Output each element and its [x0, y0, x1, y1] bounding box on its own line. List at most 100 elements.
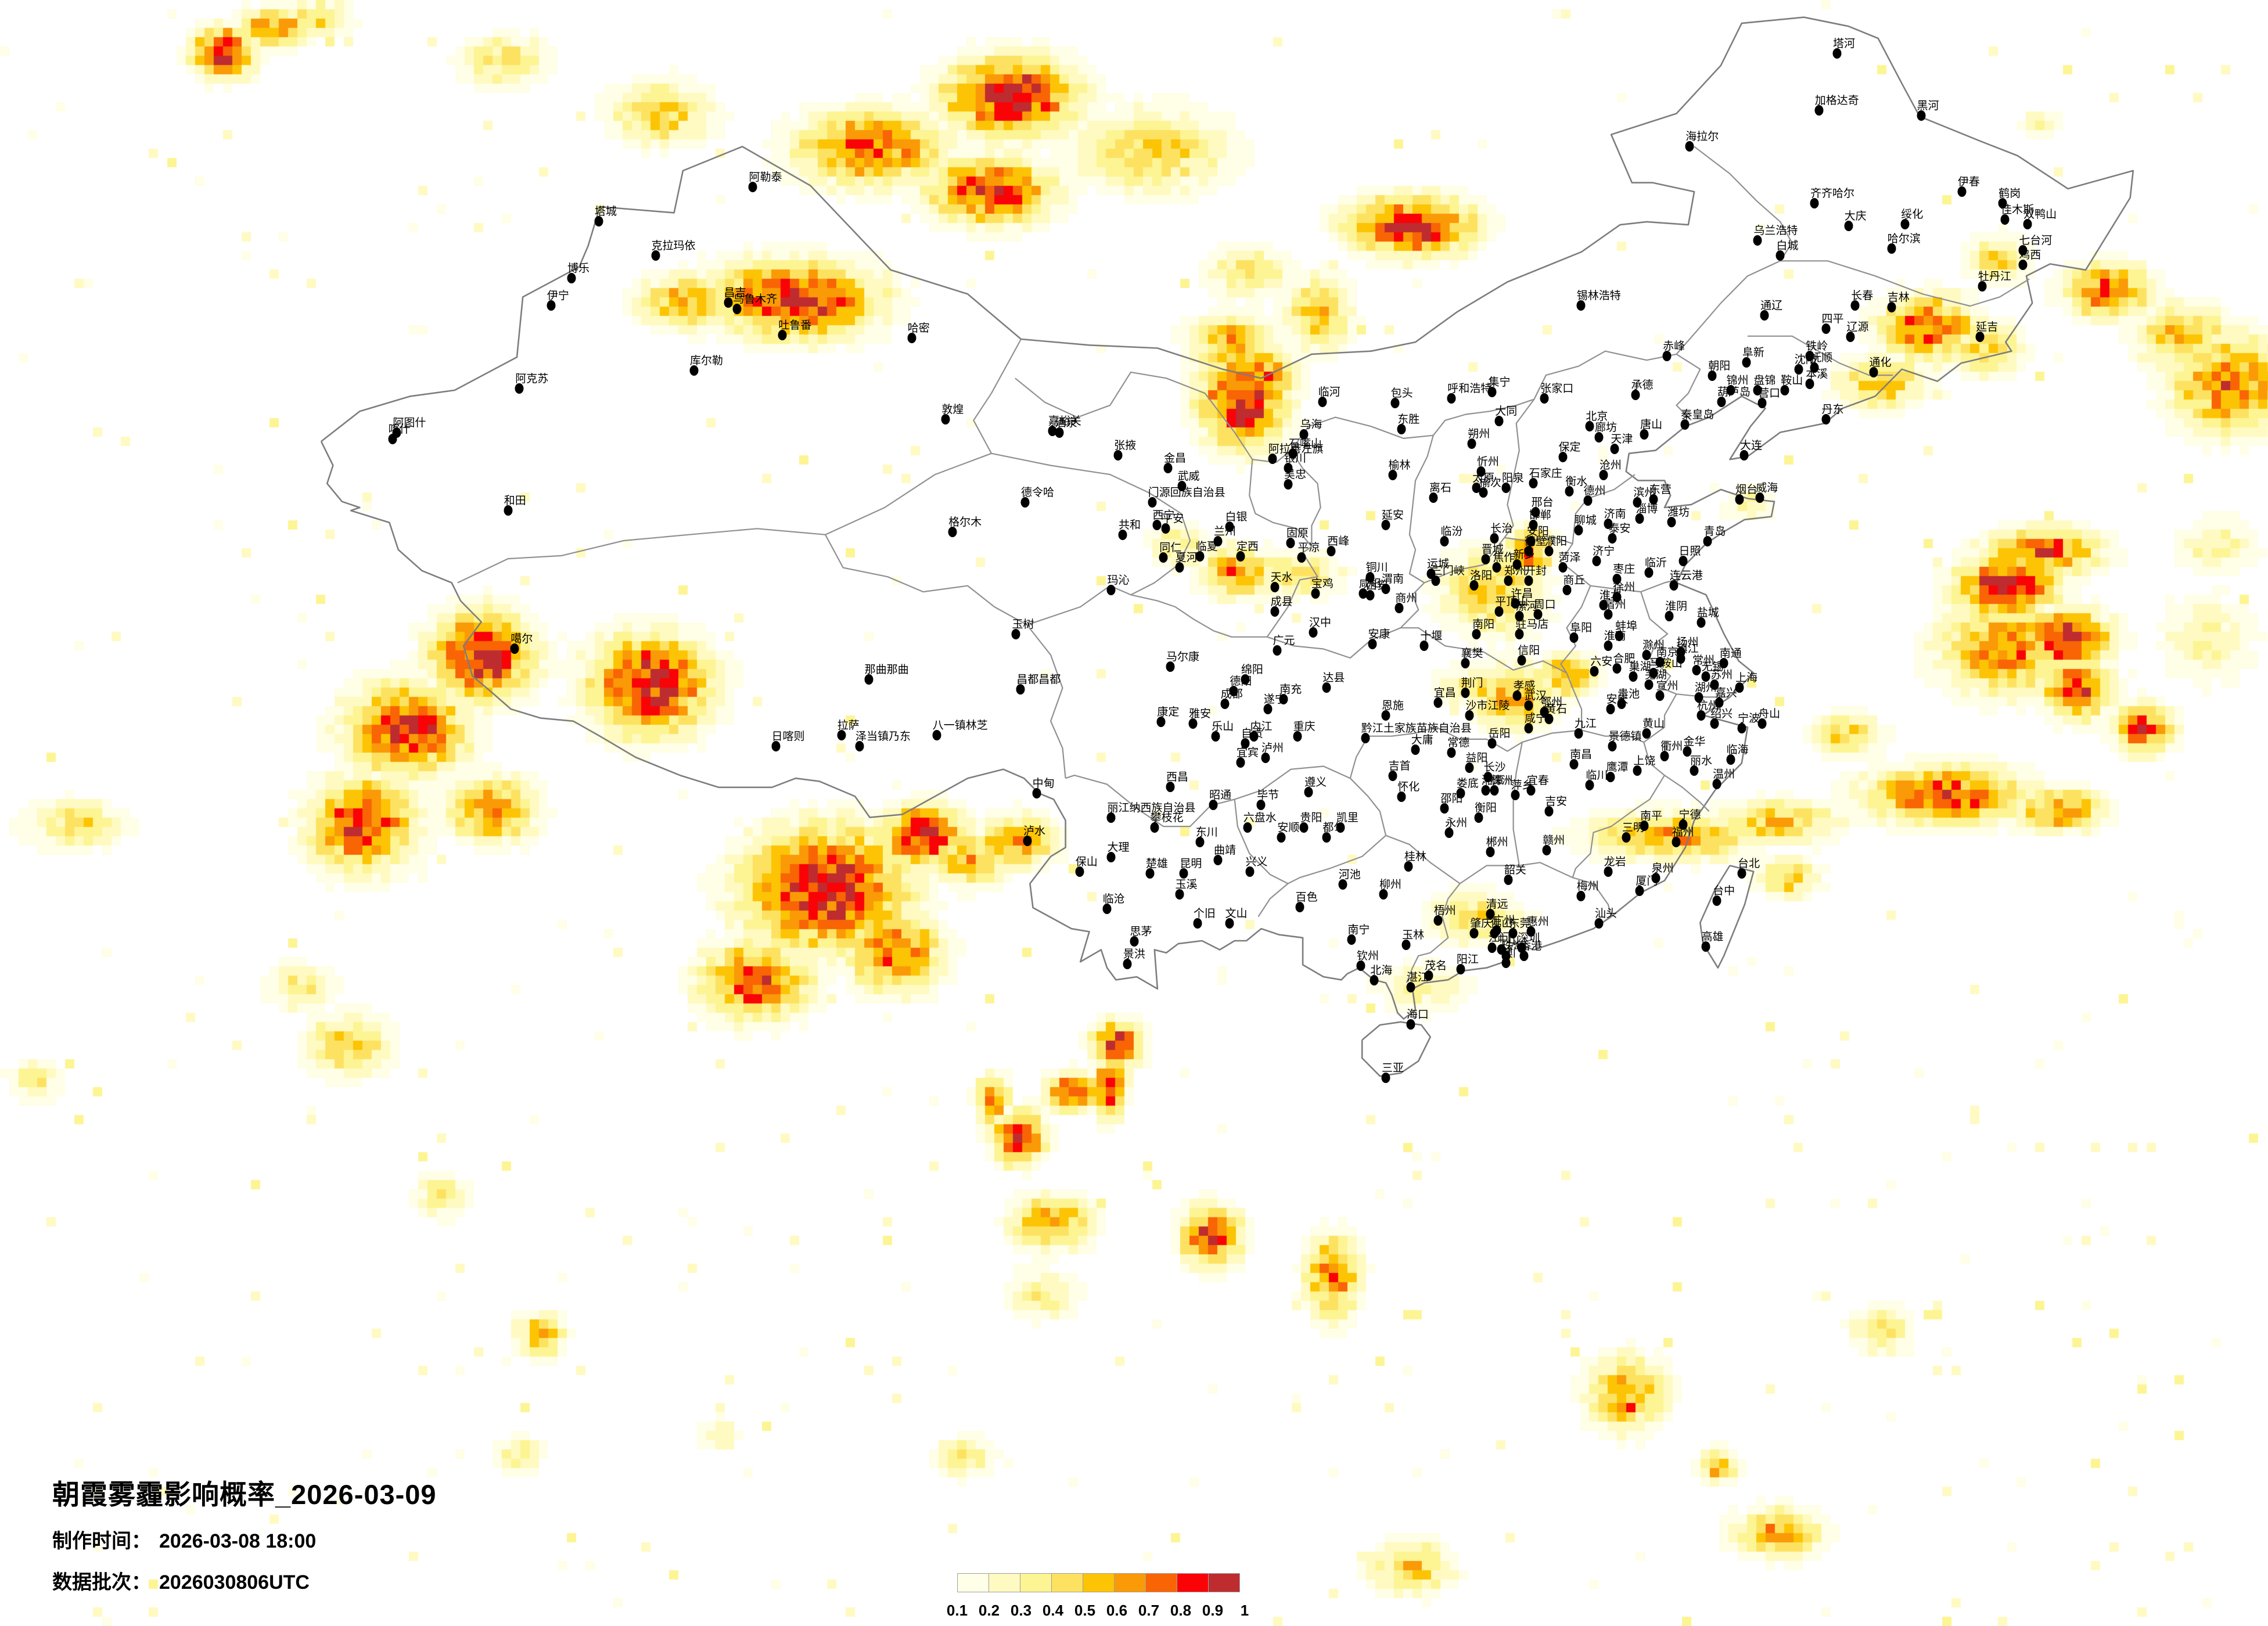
city-label: 张掖 — [1114, 440, 1137, 452]
city-label: 那曲那曲 — [864, 664, 909, 677]
city-label: 沧州 — [1599, 459, 1622, 472]
city-label: 淮阴 — [1665, 600, 1688, 613]
city-label: 茂名 — [1425, 960, 1447, 972]
city-dot-icon — [1487, 942, 1497, 954]
city-dot-icon — [1544, 546, 1554, 557]
city-label: 龙岩 — [1604, 855, 1626, 868]
city-label: 许昌 — [1511, 587, 1533, 600]
city-dot-icon — [1715, 697, 1724, 708]
city-label: 吐鲁番 — [778, 319, 812, 332]
city-label: 信阳 — [1518, 644, 1540, 657]
city-label: 昌都昌都 — [1016, 674, 1061, 686]
city-label: 大同 — [1495, 405, 1518, 418]
city-label: 石家庄 — [1529, 467, 1562, 480]
city-label: 博乐 — [567, 262, 590, 275]
city-dot-icon — [1361, 733, 1370, 744]
border-line — [1640, 591, 1677, 695]
border-line — [1361, 1021, 1431, 1077]
legend-tick-label: 0.8 — [1170, 1602, 1192, 1619]
city-dot-icon — [1524, 546, 1533, 557]
city-dot-icon — [1338, 879, 1347, 890]
city-label: 梅州 — [1576, 880, 1599, 893]
legend-swatch — [1020, 1573, 1052, 1592]
city-label: 舟山 — [1758, 708, 1781, 720]
city-dot-icon — [1356, 961, 1365, 972]
city-label: 邯郸 — [1529, 509, 1551, 522]
city-dot-icon — [732, 304, 742, 314]
city-dot-icon — [1640, 429, 1649, 440]
city-label: 天津 — [1611, 433, 1633, 445]
city-dot-icon — [1322, 832, 1331, 843]
legend-tick-label: 0.1 — [946, 1602, 968, 1619]
city-label: 益阳 — [1465, 751, 1488, 764]
city-dot-icon — [1775, 250, 1785, 261]
city-label: 安康 — [1368, 628, 1390, 641]
city-dot-icon — [1159, 552, 1168, 563]
city-label: 平安 — [1162, 513, 1184, 525]
city-label: 个旧 — [1193, 908, 1216, 920]
city-label: 中甸 — [1032, 778, 1055, 790]
city-dot-icon — [1456, 963, 1465, 974]
city-dot-icon — [1150, 822, 1159, 833]
city-dot-icon — [1512, 690, 1522, 702]
city-label: 乌兰浩特 — [1753, 225, 1798, 238]
city-dot-icon — [1486, 908, 1495, 919]
city-dot-icon — [1429, 492, 1438, 503]
city-dot-icon — [1633, 497, 1642, 508]
city-label: 海拉尔 — [1685, 131, 1719, 143]
border-line — [825, 534, 1066, 779]
border-line — [1572, 775, 1665, 878]
city-dot-icon — [1431, 575, 1440, 586]
city-label: 阜新 — [1742, 347, 1764, 359]
city-dot-icon — [1501, 957, 1511, 968]
city-dot-icon — [864, 674, 874, 685]
city-label: 定西 — [1237, 540, 1259, 553]
border-line — [457, 339, 1022, 584]
city-label: 遵义 — [1304, 776, 1327, 789]
border-line — [320, 16, 2134, 1020]
city-dot-icon — [1540, 393, 1549, 404]
city-label: 台北 — [1738, 857, 1760, 870]
city-label: 商州 — [1395, 592, 1418, 605]
city-dot-icon — [1569, 759, 1579, 769]
city-label: 威海 — [1756, 481, 1778, 494]
city-label: 吉首 — [1388, 760, 1411, 772]
city-label: 孝感 — [1513, 680, 1536, 693]
city-label: 攀枝花 — [1150, 812, 1184, 825]
city-label: 延安 — [1381, 509, 1404, 522]
city-dot-icon — [1419, 640, 1429, 651]
city-dot-icon — [1256, 800, 1266, 810]
city-label: 永州 — [1445, 816, 1468, 829]
city-label: 泉州 — [1651, 862, 1674, 875]
city-label: 连云港 — [1669, 570, 1703, 582]
city-dot-icon — [1048, 426, 1057, 436]
city-label: 六安 — [1590, 656, 1613, 668]
city-label: 哈密 — [907, 322, 930, 335]
city-dot-icon — [1692, 664, 1701, 675]
legend-tick-label: 0.5 — [1074, 1602, 1096, 1619]
city-dot-icon — [1712, 778, 1721, 789]
city-dot-icon — [1394, 603, 1404, 614]
city-label: 安庆 — [1606, 693, 1629, 706]
city-dot-icon — [1368, 638, 1377, 649]
city-dot-icon — [1106, 851, 1116, 862]
city-label: 喀什 — [388, 423, 411, 436]
city-label: 惠州 — [1526, 916, 1549, 929]
city-label: 通化 — [1869, 357, 1892, 369]
city-label: 毕节 — [1257, 789, 1279, 801]
city-dot-icon — [1760, 310, 1769, 321]
city-label: 武汉 — [1524, 690, 1547, 703]
city-label: 大庆 — [1844, 210, 1867, 223]
city-label: 衡阳 — [1475, 802, 1497, 815]
city-label: 大庸 — [1411, 733, 1433, 746]
city-dot-icon — [1669, 580, 1678, 591]
city-dot-icon — [1161, 523, 1170, 534]
city-label: 桂林 — [1404, 851, 1427, 864]
city-dot-icon — [1710, 718, 1719, 729]
city-dot-icon — [1424, 970, 1433, 981]
city-dot-icon — [1318, 396, 1327, 407]
border-line — [1780, 260, 2030, 307]
city-dot-icon — [1440, 536, 1449, 547]
city-label: 临夏 — [1195, 540, 1218, 553]
